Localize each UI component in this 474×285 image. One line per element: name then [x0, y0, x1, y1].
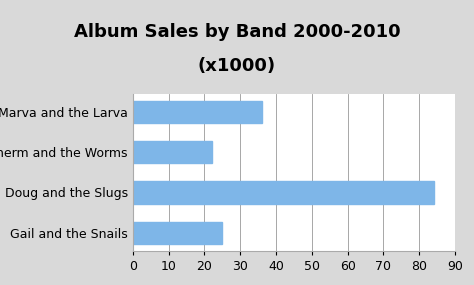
Bar: [133, 101, 262, 123]
Bar: [133, 182, 434, 203]
Text: (x1000): (x1000): [198, 57, 276, 75]
Text: Album Sales by Band 2000-2010: Album Sales by Band 2000-2010: [73, 23, 401, 41]
Bar: [133, 222, 222, 244]
Bar: [133, 141, 211, 163]
